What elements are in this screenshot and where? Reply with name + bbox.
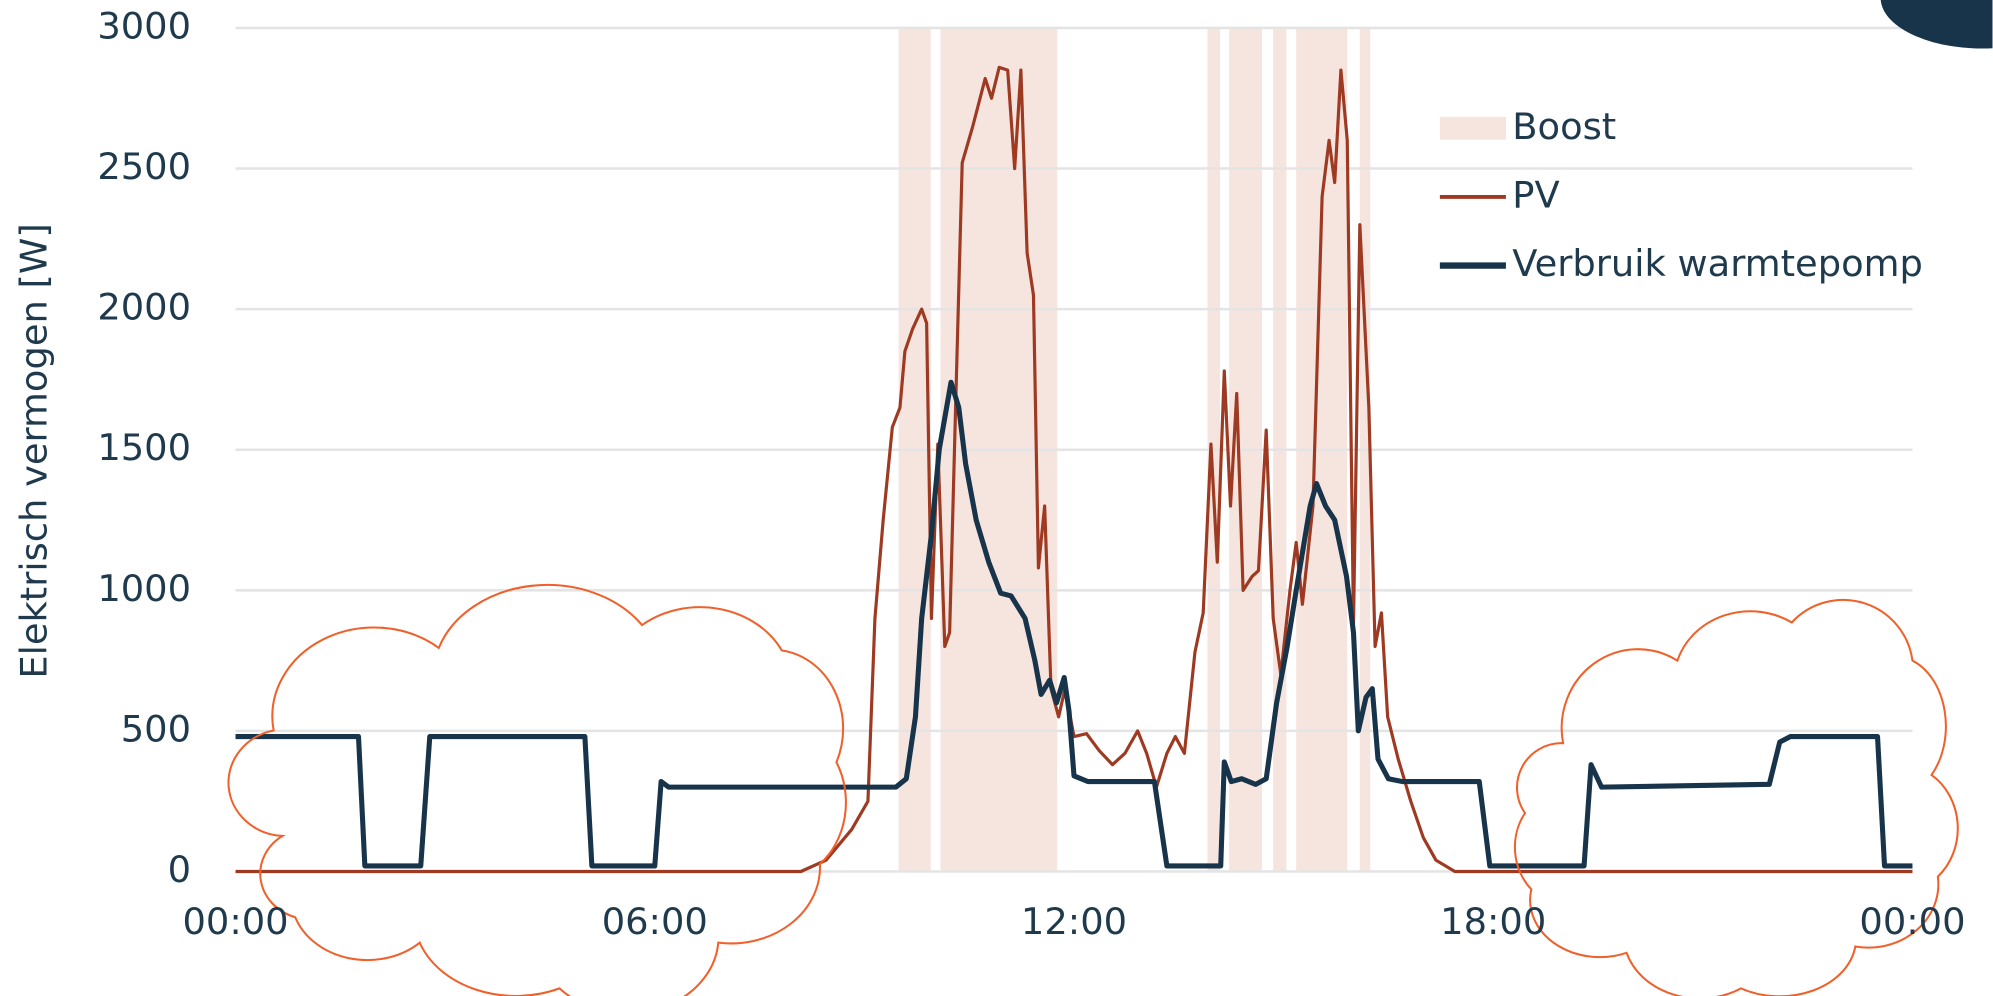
x-tick-label: 18:00 (1440, 900, 1546, 943)
y-tick-label: 3000 (97, 4, 191, 47)
x-tick-label: 06:00 (602, 900, 708, 943)
series-line (235, 65, 1913, 874)
legend-label: PV (1512, 173, 1559, 216)
x-tick-label: 12:00 (1021, 900, 1127, 943)
x-tick-label: 00:00 (1859, 900, 1965, 943)
legend-swatch (1439, 116, 1506, 140)
y-tick-label: 1500 (97, 426, 191, 469)
corner-decoration (1880, 0, 1993, 49)
cloud-decoration (227, 583, 847, 996)
legend-label: Boost (1512, 105, 1616, 148)
y-axis-label: Elektrisch vermogen [W] (13, 223, 56, 678)
series-line (235, 379, 1913, 869)
cloud-decoration (1513, 598, 1959, 996)
x-tick-label: 00:00 (182, 900, 288, 943)
y-tick-label: 2500 (97, 145, 191, 188)
y-tick-label: 500 (121, 707, 191, 750)
y-tick-label: 0 (168, 848, 191, 891)
line-layer (235, 65, 1913, 874)
y-tick-label: 2000 (97, 286, 191, 329)
legend-label: Verbruik warmtepomp (1512, 242, 1923, 285)
y-tick-label: 1000 (97, 567, 191, 610)
